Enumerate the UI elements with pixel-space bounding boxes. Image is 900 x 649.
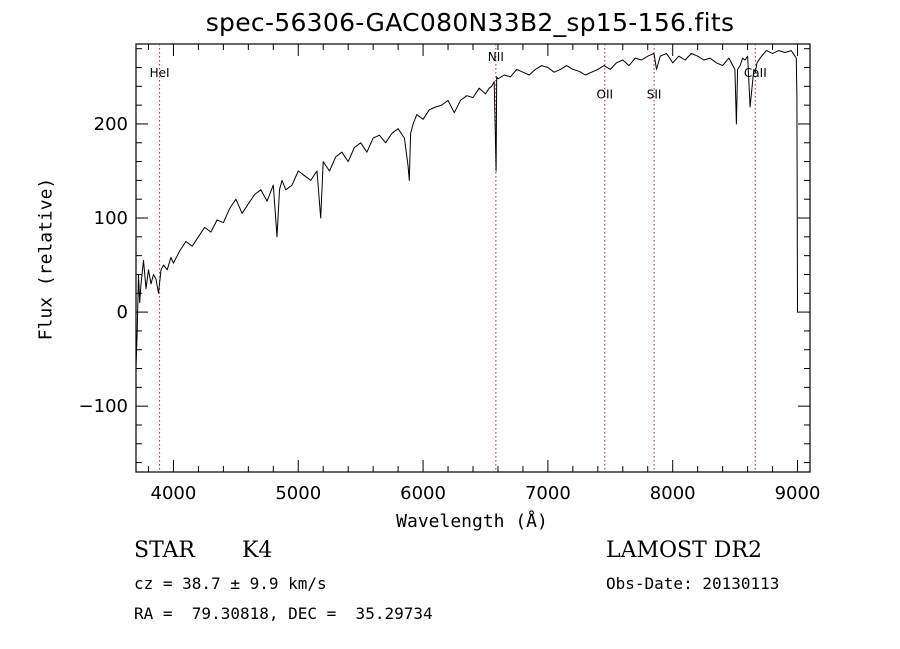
flux-series: [135, 50, 799, 369]
redshift-cz: cz = 38.7 ± 9.9 km/s: [134, 574, 327, 593]
spectral-line-label: NII: [488, 50, 504, 64]
object-subclass: K4: [242, 538, 273, 563]
y-tick-label: 200: [94, 114, 128, 135]
x-tick-label: 4000: [151, 483, 197, 504]
spectral-line-label: CaII: [744, 66, 767, 80]
x-axis-label: Wavelength (Å): [396, 511, 548, 532]
flux-line: [135, 50, 799, 369]
plot-frame: [135, 43, 811, 473]
y-tick-label: 100: [94, 208, 128, 229]
spectral-line-label: OII: [597, 88, 614, 102]
survey-name: LAMOST DR2: [606, 538, 762, 563]
spectral-line-label: HeI: [150, 66, 170, 80]
x-tick-label: 5000: [275, 483, 321, 504]
y-axis-label: Flux (relative): [35, 177, 57, 341]
axis-ticks: 4000 5000 6000 7000 8000 9000 −100 0 100 200: [79, 44, 821, 504]
x-tick-label: 6000: [400, 483, 446, 504]
ra-dec-coordinates: RA = 79.30818, DEC = 35.29734: [134, 604, 433, 623]
x-tick-label: 8000: [650, 483, 696, 504]
y-tick-label: 0: [117, 302, 128, 323]
spectral-line-label: SII: [647, 88, 662, 102]
observation-date: Obs-Date: 20130113: [606, 574, 780, 593]
y-tick-label: −100: [79, 396, 128, 417]
spectral-line-markers: HeI NII OII SII CaII: [150, 44, 767, 472]
x-tick-label: 7000: [525, 483, 571, 504]
chart-title: spec-56306-GAC080N33B2_sp15-156.fits: [205, 8, 735, 37]
object-class: STAR: [134, 538, 195, 563]
x-tick-label: 9000: [775, 483, 821, 504]
